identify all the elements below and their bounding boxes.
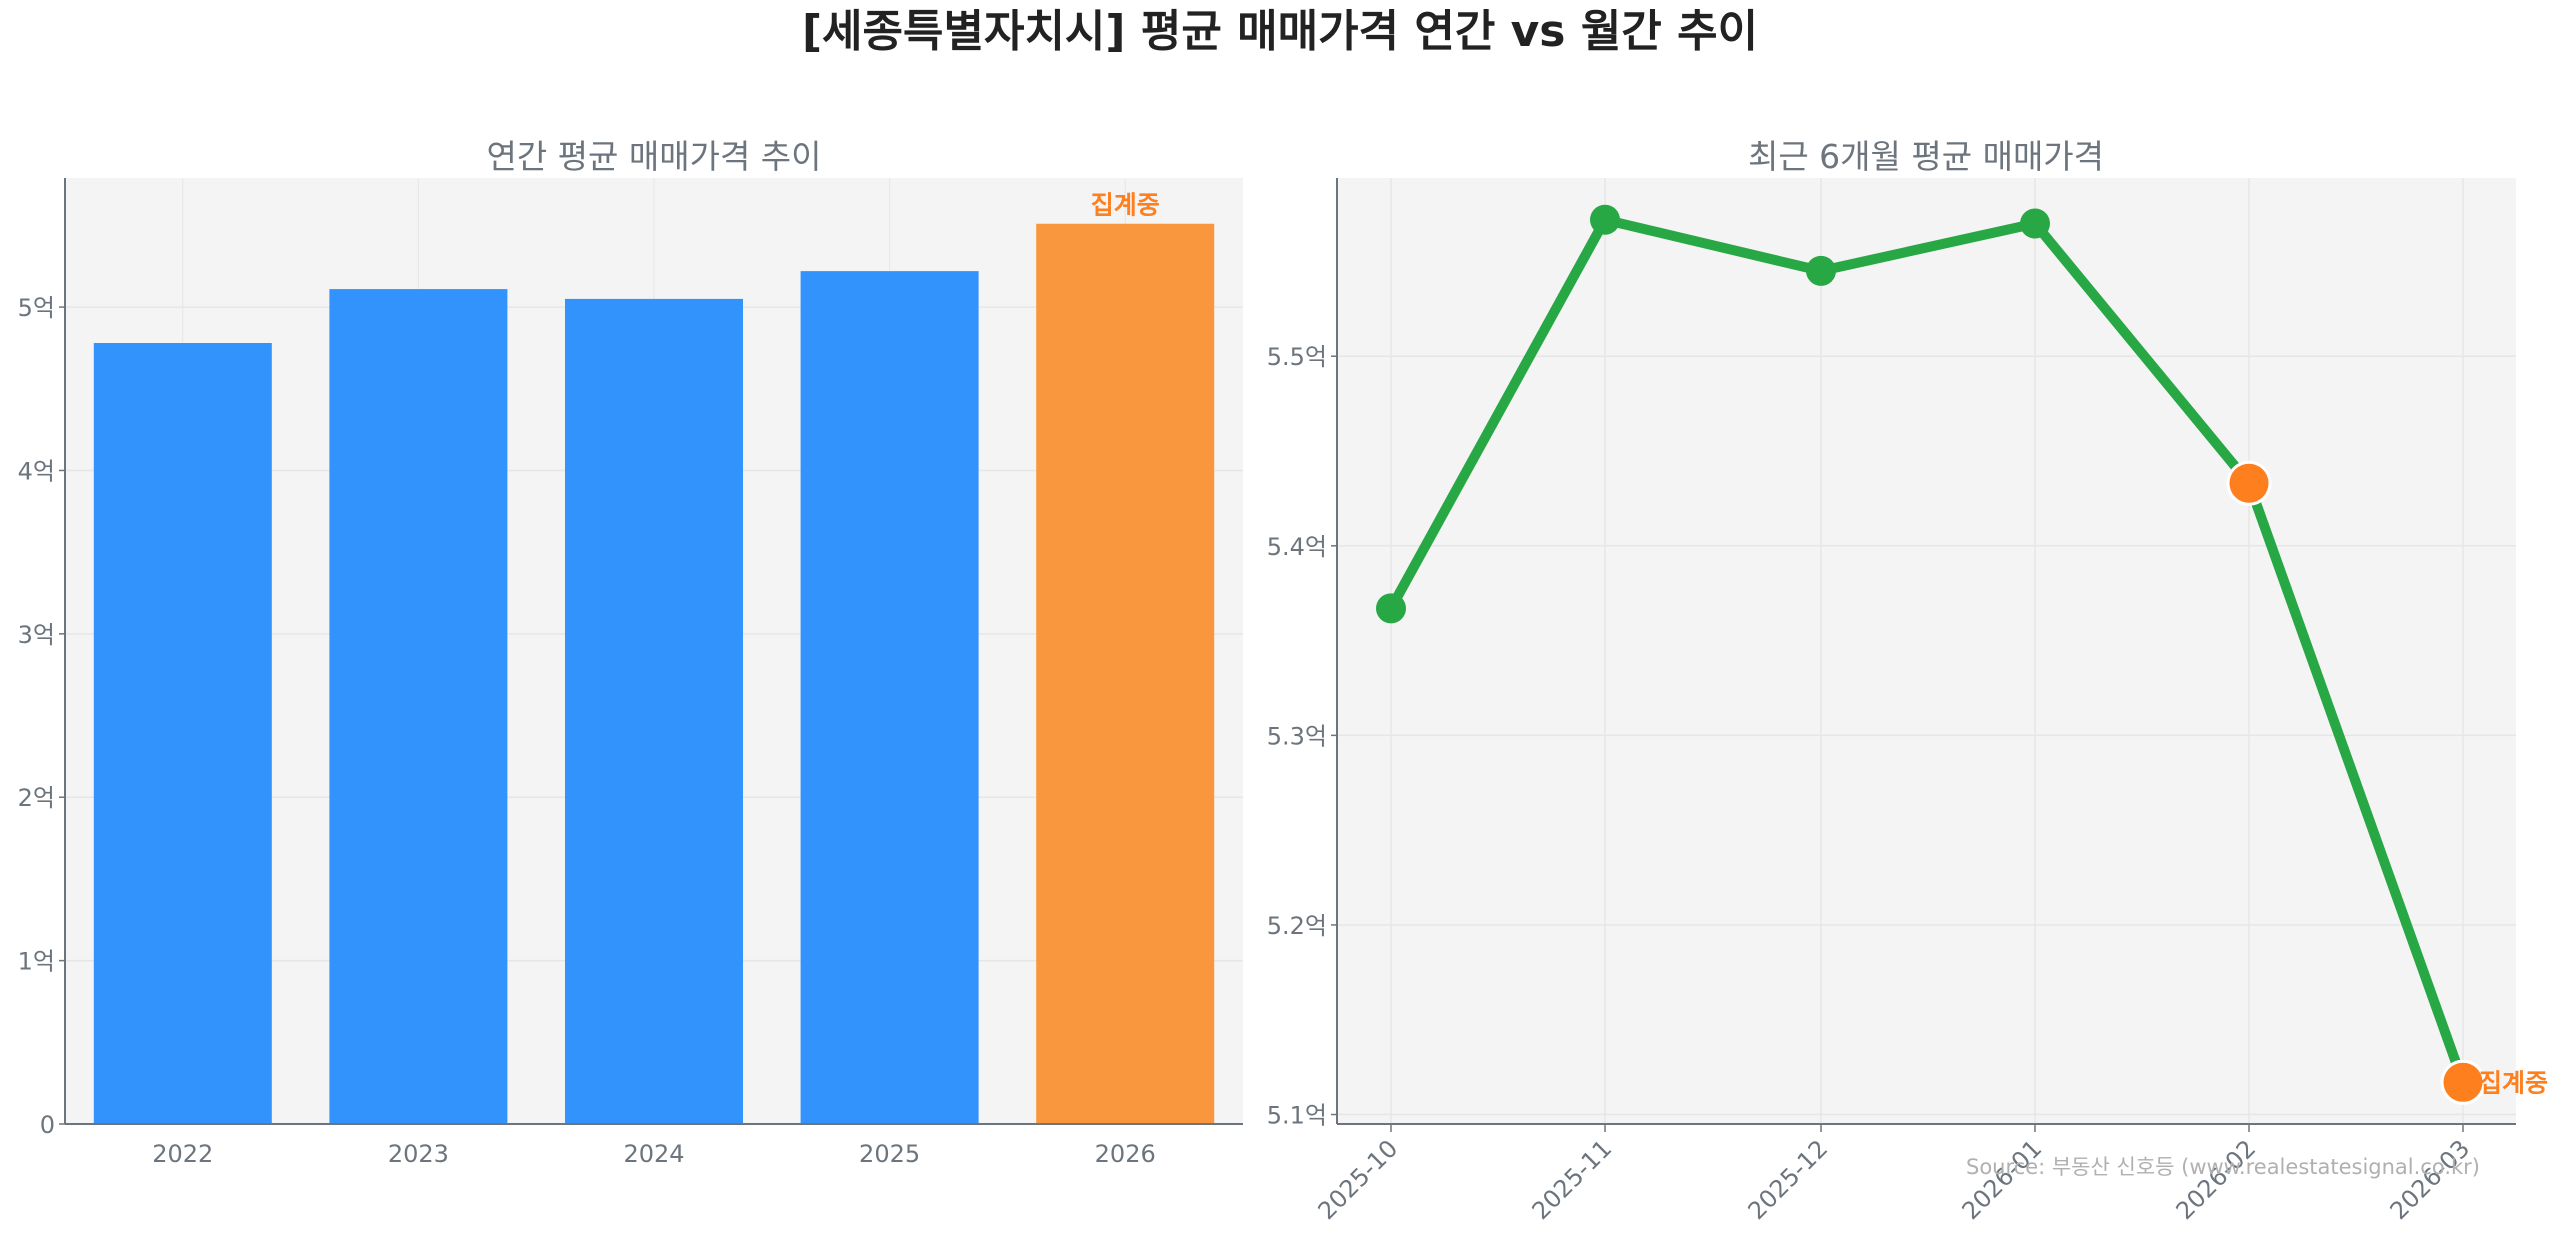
data-point [1806,255,1836,286]
x-tick-label: 2026-02 [2171,1134,2262,1225]
x-tick-label: 2024 [623,1140,684,1168]
chart-title-monthly: 최근 6개월 평균 매매가격 [1748,137,2104,176]
data-point [2440,1059,2486,1105]
y-tick-label: 5억 [18,294,55,322]
y-tick-label: 3억 [18,621,55,649]
bar [800,271,979,1125]
x-tick-label: 2023 [388,1140,449,1168]
chart-title-annual: 연간 평균 매매가격 추이 [486,137,821,176]
source-note: Source: 부동산 신호등 (www.realestatesignal.co… [1966,1155,2480,1179]
data-point [1590,204,1620,235]
x-tick-label: 2026 [1095,1140,1156,1168]
y-tick-label: 4억 [18,457,55,485]
data-point [2226,460,2272,506]
plot-background [1337,178,2516,1124]
bar [1036,223,1215,1124]
annual-bar-chart: 0 1억 2억 3억 4억 5억 2022 2023 2024 2025 2026 집계중 [18,178,1243,1168]
x-tick-label: 2025 [859,1140,920,1168]
bar [565,298,743,1124]
x-tick-label: 2022 [152,1140,213,1168]
y-tick-label: 0 [40,1111,55,1139]
bar [93,343,272,1124]
x-tick-label: 2026-01 [1957,1134,2048,1225]
x-tick-label: 2025-10 [1313,1134,1404,1225]
monthly-line-chart: 5.1억 5.2억 5.3억 5.4억 5.5억 2025-10 2025-11 2025-1… [1267,178,2548,1225]
y-tick-label: 5.3억 [1267,722,1327,750]
point-annotation: 집계중 [2479,1068,2548,1097]
y-tick-label: 5.1억 [1267,1102,1327,1130]
y-tick-label: 5.2억 [1267,912,1327,940]
data-point [2020,208,2050,239]
bar [329,289,508,1124]
y-tick-label: 5.5억 [1267,343,1327,371]
x-tick-label: 2025-11 [1527,1134,1618,1225]
x-tick-label: 2025-12 [1743,1134,1834,1225]
y-tick-label: 2억 [18,784,55,812]
y-tick-label: 5.4억 [1267,533,1327,561]
bar-annotation: 집계중 [1091,191,1160,220]
figure-title: [세종특별자치시] 평균 매매가격 연간 vs 월간 추이 [802,6,1758,57]
y-tick-label: 1억 [18,948,55,976]
series-line [1386,214,2468,1084]
data-point [1376,593,1406,624]
x-tick-label: 2026-03 [2385,1134,2476,1225]
